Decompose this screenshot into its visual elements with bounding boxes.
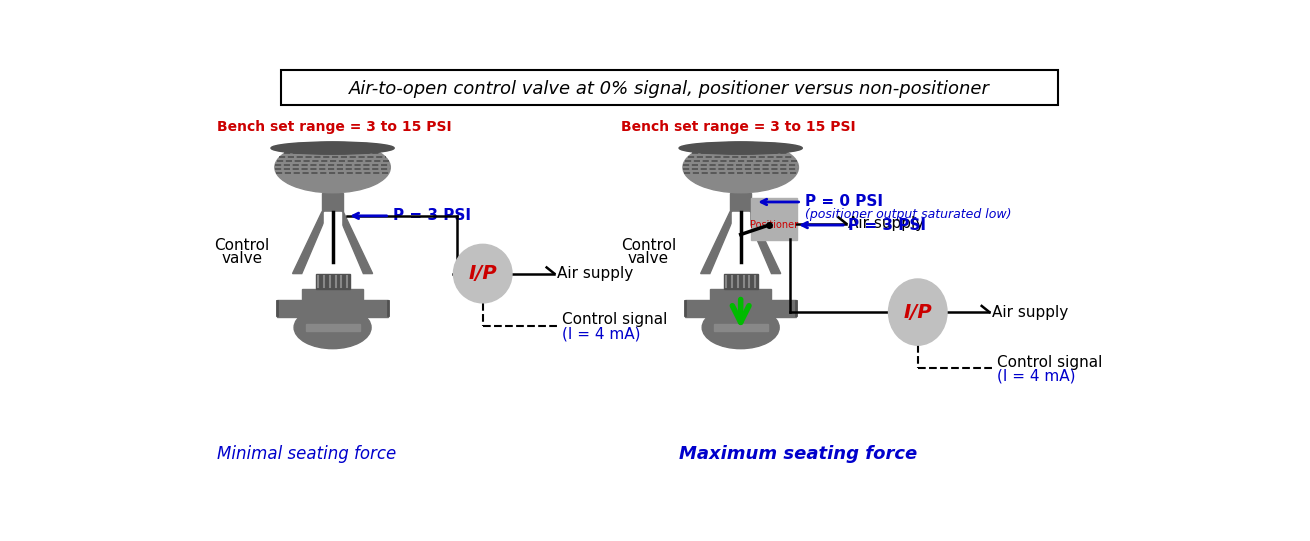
Text: (positioner output saturated low): (positioner output saturated low)	[804, 208, 1011, 221]
Text: Bench set range = 3 to 15 PSI: Bench set range = 3 to 15 PSI	[621, 120, 855, 134]
Text: Air-to-open control valve at 0% signal, positioner versus non-positioner: Air-to-open control valve at 0% signal, …	[348, 80, 989, 98]
Ellipse shape	[683, 142, 798, 193]
Ellipse shape	[888, 279, 947, 345]
Bar	[305, 324, 359, 331]
Polygon shape	[337, 212, 372, 274]
Text: valve: valve	[627, 252, 669, 267]
Text: Control signal: Control signal	[997, 355, 1103, 370]
Text: Bench set range = 3 to 15 PSI: Bench set range = 3 to 15 PSI	[217, 120, 452, 134]
Text: Control signal: Control signal	[562, 312, 667, 327]
Text: Positioner: Positioner	[749, 220, 798, 230]
Text: Control: Control	[214, 239, 270, 253]
Text: P = 3 PSI: P = 3 PSI	[849, 217, 926, 233]
Text: I/P: I/P	[904, 302, 933, 321]
Bar	[316, 274, 350, 289]
Ellipse shape	[293, 306, 371, 348]
Ellipse shape	[453, 245, 512, 303]
Bar	[322, 193, 343, 212]
Text: Air supply: Air supply	[849, 216, 925, 231]
Polygon shape	[701, 212, 736, 274]
FancyBboxPatch shape	[751, 198, 796, 240]
Bar	[710, 289, 772, 327]
Bar	[732, 212, 749, 262]
Text: P = 3 PSI: P = 3 PSI	[393, 208, 472, 223]
Ellipse shape	[702, 306, 779, 348]
Ellipse shape	[271, 142, 394, 154]
Polygon shape	[292, 212, 328, 274]
Bar	[363, 300, 388, 316]
Text: Air supply: Air supply	[557, 266, 633, 281]
Text: valve: valve	[221, 252, 262, 267]
Bar	[301, 289, 363, 327]
Text: (I = 4 mA): (I = 4 mA)	[997, 368, 1076, 384]
Text: Control: Control	[621, 239, 676, 253]
Text: P = 0 PSI: P = 0 PSI	[804, 194, 883, 209]
Text: I/P: I/P	[469, 264, 496, 283]
Bar	[324, 212, 341, 262]
Ellipse shape	[275, 142, 390, 193]
Bar	[723, 274, 757, 289]
Polygon shape	[745, 212, 781, 274]
Bar	[685, 300, 710, 316]
Text: Minimal seating force: Minimal seating force	[217, 445, 397, 463]
Ellipse shape	[679, 142, 802, 154]
Text: Maximum seating force: Maximum seating force	[679, 445, 917, 463]
Text: Air supply: Air supply	[992, 305, 1068, 320]
Bar	[278, 300, 301, 316]
Text: (I = 4 mA): (I = 4 mA)	[562, 326, 641, 341]
Bar	[772, 300, 796, 316]
Bar	[730, 193, 752, 212]
Bar	[714, 324, 768, 331]
